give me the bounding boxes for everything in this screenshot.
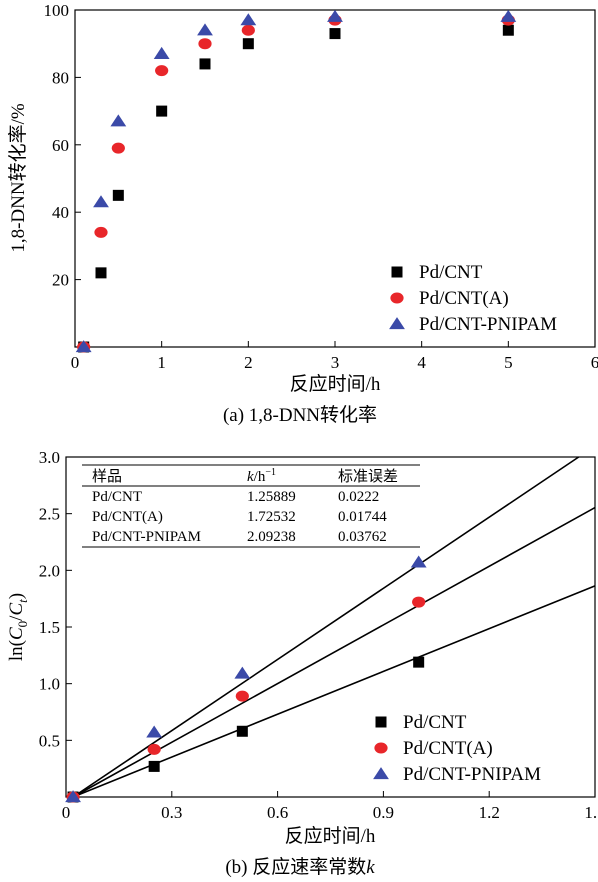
b-data-point [235,690,249,702]
b-x-tick-label: 0.3 [161,803,182,822]
b-data-point [65,790,81,803]
chart-b-legend: Pd/CNT Pd/CNT(A) Pd/CNT-PNIPAM [373,712,541,785]
table-cell: Pd/CNT(A) [92,509,163,525]
a-legend-label: Pd/CNT [419,262,483,283]
b-y-tick-label: 2.0 [39,561,60,580]
table-cell: 1.72532 [247,509,296,525]
table-cell: Pd/CNT [92,489,142,505]
b-y-tick-label: 1.0 [39,675,60,694]
a-data-point [500,9,517,22]
a-y-tick-label: 60 [52,136,69,155]
chart-a-y-axis-label: 1,8-DNN转化率/% [7,103,29,253]
table-cell: 0.03762 [338,529,387,545]
a-data-point [95,267,107,279]
table-cell: 0.0222 [338,489,379,505]
table-header-error: 标准误差 [338,468,398,485]
a-data-point [240,13,257,26]
b-legend-label: Pd/CNT [403,712,467,733]
chart-a-plot-frame [74,9,596,348]
a-data-point [93,195,109,208]
a-x-tick-label: 2 [244,353,253,372]
b-legend-label: Pd/CNT(A) [403,738,493,759]
b-legend-label: Pd/CNT-PNIPAM [403,764,541,785]
table-header-k: k/h−1 [247,467,276,485]
chart-b-points [65,555,427,803]
a-x-tick-label: 0 [71,353,80,372]
a-data-point [156,105,168,117]
a-data-point [198,38,212,50]
b-legend-marker [375,716,387,728]
b-data-point [148,760,160,772]
b-data-point [412,596,426,608]
chart-a-caption: (a) 1,8-DNN转化率 [223,404,377,426]
a-x-tick-label: 5 [504,353,513,372]
table-cell: 0.01744 [338,509,387,525]
a-y-tick-label: 40 [52,203,69,222]
a-data-point [75,340,92,353]
a-legend-label: Pd/CNT(A) [419,288,509,309]
a-data-point [112,189,124,201]
table-cell: Pd/CNT-PNIPAM [92,529,201,545]
table-rows: Pd/CNT 1.25889 0.0222 Pd/CNT(A) 1.72532 0.017… [92,489,387,545]
a-y-tick-label: 100 [44,1,70,20]
a-data-point [153,46,170,59]
chart-b-caption: (b) 反应速率常数k [225,856,375,878]
a-y-tick-label: 20 [52,271,69,290]
a-data-point [94,226,108,238]
b-data-point [236,725,248,737]
b-y-tick-label: 0.5 [39,731,60,750]
chart-b-ticks: 0 0.3 0.6 0.9 1.2 1.5 0.5 1.0 1.5 2.0 2.5 3.0 [39,448,598,822]
b-data-point [410,555,427,568]
a-legend-marker [390,292,404,304]
b-fit-line [72,456,580,798]
a-legend-marker [389,317,405,330]
a-data-point [327,9,343,22]
a-data-point [502,24,514,36]
a-data-point [329,28,341,40]
chart-b-rate-constant: 0 0.3 0.6 0.9 1.2 1.5 0.5 1.0 1.5 2.0 2.5 3.0 Pd/CN… [6,448,598,878]
b-data-point [234,666,251,679]
a-data-point [241,24,255,36]
chart-a-points [75,9,517,353]
rate-table: 样品 k/h−1 标准误差 Pd/CNT 1.25889 0.0222 Pd/CNT(… [82,464,420,548]
b-y-tick-label: 3.0 [39,448,60,467]
chart-b-plot-frame [65,456,596,798]
b-legend-marker [373,767,389,780]
a-data-point [199,58,211,70]
a-data-point [155,65,169,77]
chart-a-ticks: 0 1 2 3 4 5 6 20 40 60 80 100 [44,1,598,372]
chart-b-x-axis-label: 反应时间/h [285,825,376,847]
a-x-tick-label: 1 [157,353,166,372]
a-data-point [242,38,254,50]
table-cell: 2.09238 [247,529,296,545]
b-y-tick-label: 2.5 [39,505,60,524]
b-x-tick-label: 0.6 [267,803,288,822]
table-cell: 1.25889 [247,489,296,505]
b-fit-line [72,585,596,798]
a-legend-marker [391,266,403,278]
a-y-tick-label: 80 [52,68,69,87]
chart-a-legend: Pd/CNT Pd/CNT(A) Pd/CNT-PNIPAM [389,262,557,335]
a-data-point [110,114,127,127]
b-x-tick-label: 0.9 [373,803,394,822]
a-x-tick-label: 6 [591,353,598,372]
a-data-point [197,23,213,36]
b-data-point [147,743,161,755]
b-x-tick-label: 1.5 [584,803,598,822]
a-x-tick-label: 4 [417,353,426,372]
b-data-point [146,725,163,738]
a-legend-label: Pd/CNT-PNIPAM [419,314,557,335]
b-y-tick-label: 1.5 [39,618,60,637]
table-header-sample: 样品 [92,468,122,485]
a-x-tick-label: 3 [331,353,340,372]
chart-a-x-axis-label: 反应时间/h [290,373,381,395]
b-x-tick-label: 1.2 [479,803,500,822]
b-legend-marker [374,742,388,754]
b-data-point [413,656,425,668]
a-data-point [111,142,125,154]
b-x-tick-label: 0 [62,803,71,822]
chart-b-y-axis-label: ln(C0/Ct) [6,593,30,661]
